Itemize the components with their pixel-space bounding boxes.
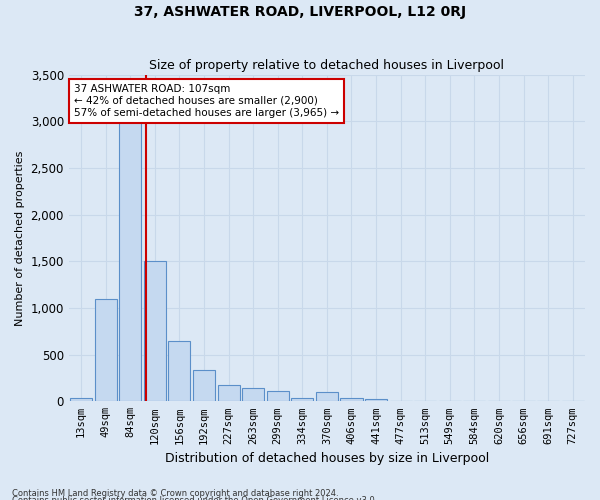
Bar — [365, 400, 387, 402]
Bar — [266, 391, 289, 402]
X-axis label: Distribution of detached houses by size in Liverpool: Distribution of detached houses by size … — [165, 452, 489, 465]
Text: Contains HM Land Registry data © Crown copyright and database right 2024.: Contains HM Land Registry data © Crown c… — [12, 488, 338, 498]
Bar — [169, 340, 190, 402]
Bar — [95, 298, 117, 402]
Bar — [119, 121, 142, 402]
Text: 37, ASHWATER ROAD, LIVERPOOL, L12 0RJ: 37, ASHWATER ROAD, LIVERPOOL, L12 0RJ — [134, 5, 466, 19]
Bar — [340, 398, 362, 402]
Title: Size of property relative to detached houses in Liverpool: Size of property relative to detached ho… — [149, 59, 505, 72]
Bar — [193, 370, 215, 402]
Bar — [316, 392, 338, 402]
Bar — [218, 385, 239, 402]
Text: Contains public sector information licensed under the Open Government Licence v3: Contains public sector information licen… — [12, 496, 377, 500]
Bar — [389, 400, 412, 402]
Bar — [291, 398, 313, 402]
Text: 37 ASHWATER ROAD: 107sqm
← 42% of detached houses are smaller (2,900)
57% of sem: 37 ASHWATER ROAD: 107sqm ← 42% of detach… — [74, 84, 339, 117]
Bar — [144, 262, 166, 402]
Bar — [242, 388, 264, 402]
Y-axis label: Number of detached properties: Number of detached properties — [15, 150, 25, 326]
Bar — [70, 398, 92, 402]
